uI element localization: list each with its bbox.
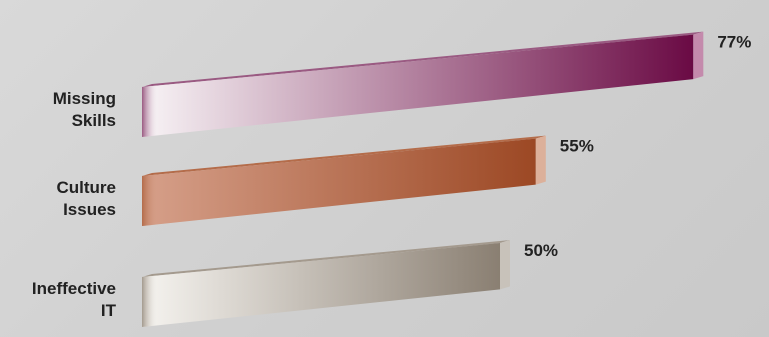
bar-end-face bbox=[693, 31, 704, 80]
bar-top-face bbox=[142, 239, 510, 277]
bar-top-face bbox=[142, 31, 704, 87]
bar-left-shade bbox=[142, 275, 158, 327]
category-label: IT bbox=[101, 301, 117, 320]
bars-layer bbox=[142, 31, 704, 327]
bar-0 bbox=[142, 34, 694, 137]
value-label: 77% bbox=[717, 33, 751, 52]
bar-end-face bbox=[535, 135, 546, 185]
category-label: Culture bbox=[57, 178, 117, 197]
value-label: 50% bbox=[524, 241, 558, 260]
bar-end-face bbox=[500, 239, 510, 290]
bar-top-face bbox=[142, 135, 546, 176]
category-label: Skills bbox=[72, 111, 116, 130]
bar-1 bbox=[142, 138, 536, 226]
bar-2 bbox=[142, 242, 500, 327]
value-label: 55% bbox=[560, 137, 594, 156]
category-label: Issues bbox=[63, 200, 116, 219]
category-label: Missing bbox=[53, 89, 116, 108]
bar-left-shade bbox=[142, 174, 158, 226]
category-label: Ineffective bbox=[32, 279, 116, 298]
labels-layer: 77% Missing Skills 55% Culture Issues 50% Ineff… bbox=[32, 33, 751, 320]
bar-left-shade bbox=[142, 85, 158, 137]
